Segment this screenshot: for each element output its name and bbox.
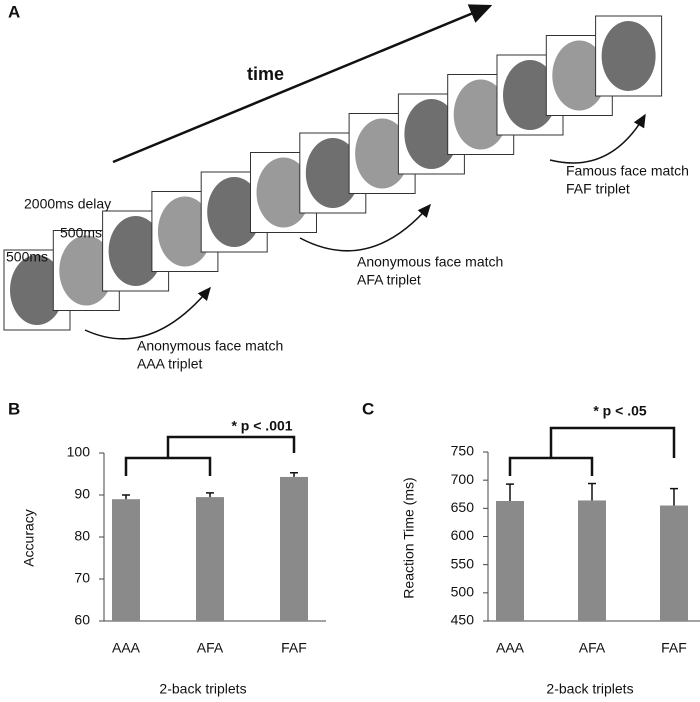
y-tick-label: 750 [451,443,475,459]
y-tick-label: 80 [74,528,90,544]
face [256,157,311,228]
bracket [166,435,296,458]
face [552,40,607,111]
bar [112,499,140,621]
bracket [124,456,212,476]
x-tick-label: AAA [496,640,525,656]
x-tick-label: AFA [579,640,606,656]
face [305,138,360,208]
panel-a [3,4,663,340]
time-label: time [247,64,284,84]
y-tick-label: 600 [451,527,475,543]
time-arrow [112,4,493,164]
bar [578,500,606,621]
y-tick-label: 90 [74,486,90,502]
face [355,118,410,189]
face [10,255,64,325]
y-tick-label: 650 [451,499,475,515]
match-arrow [299,203,431,252]
face [404,99,459,169]
x-tick-label: AFA [197,640,224,656]
triplet-label: AFA triplet [357,272,421,288]
y-axis-title: Accuracy [21,509,37,567]
y-tick-label: 60 [74,612,90,628]
y-axis-title: Reaction Time (ms) [401,477,417,598]
x-axis-title: 2-back triplets [159,681,246,697]
match-arrow [549,113,646,164]
y-tick-label: 500 [451,584,475,600]
face [601,21,656,91]
duration-label: 500ms [6,249,48,265]
y-tick-label: 550 [451,555,475,571]
face [108,216,163,286]
panel-label: C [362,399,374,418]
face [453,79,508,150]
face [59,235,114,306]
y-tick-label: 100 [67,444,91,460]
significance-label: * p < .05 [593,403,647,419]
face [207,177,262,247]
bar [196,497,224,621]
bar [280,476,308,621]
face [157,196,212,267]
triplet-label: AAA triplet [137,356,202,372]
x-tick-label: AAA [112,640,141,656]
panel-label: A [8,2,20,21]
match-arrow [84,286,211,340]
panel-label: B [8,399,20,418]
y-tick-label: 450 [451,612,475,628]
x-tick-label: FAF [281,640,307,656]
bar [660,505,688,621]
x-axis-title: 2-back triplets [546,681,633,697]
face [503,60,557,130]
bracket [508,456,594,476]
delay-label: 2000ms delay [24,196,111,212]
y-tick-label: 70 [74,570,90,586]
bracket [549,426,676,458]
duration-label: 500ms [60,225,102,241]
significance-label: * p < .001 [231,418,292,434]
match-label: Anonymous face match [137,338,283,354]
y-tick-label: 700 [451,471,475,487]
match-label: Famous face match [566,163,689,179]
bar [496,501,524,621]
match-label: Anonymous face match [357,254,503,270]
triplet-label: FAF triplet [566,181,630,197]
x-tick-label: FAF [661,640,687,656]
